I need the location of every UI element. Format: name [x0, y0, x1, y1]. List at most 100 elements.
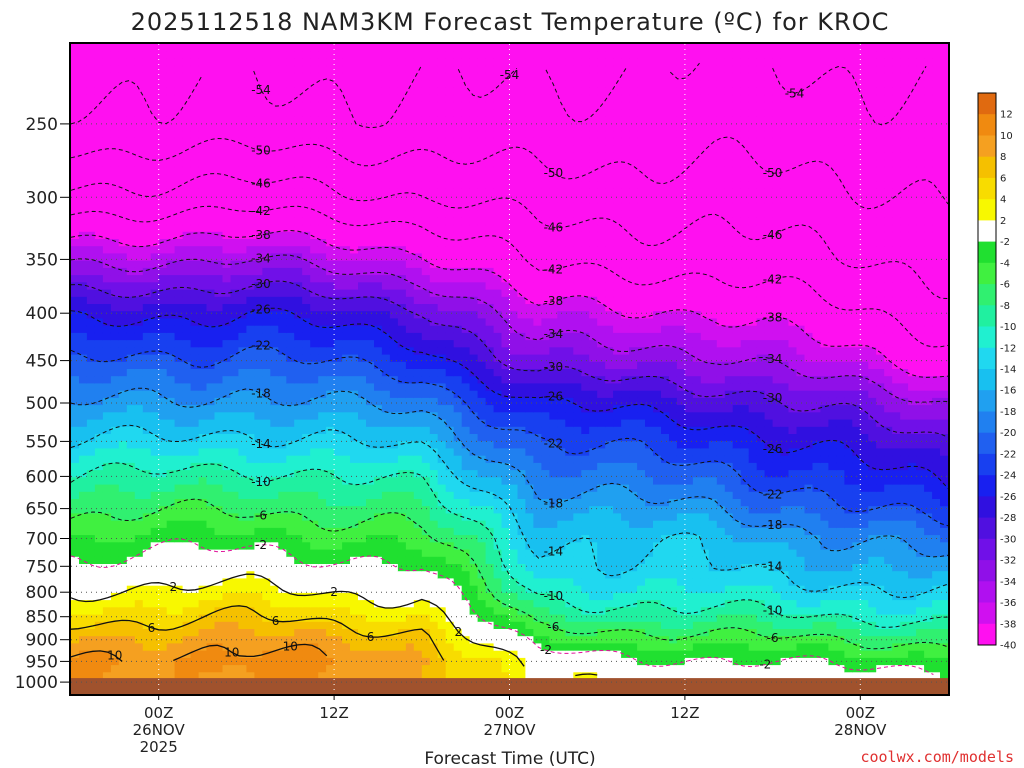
- temp-cell: [334, 202, 343, 211]
- temp-cell: [389, 116, 399, 124]
- temp-cell: [294, 520, 303, 529]
- temp-cell: [421, 491, 431, 500]
- temp-cell: [142, 549, 152, 558]
- temp-cell: [437, 361, 447, 370]
- temp-cell: [246, 578, 255, 587]
- temp-cell: [485, 87, 495, 96]
- temp-cell: [413, 159, 423, 168]
- temp-cell: [198, 506, 208, 514]
- temp-cell: [326, 397, 335, 406]
- temp-cell: [381, 332, 391, 341]
- temp-cell: [302, 571, 311, 579]
- temp-cell: [150, 556, 160, 565]
- temp-cell: [389, 455, 399, 464]
- temp-cell: [334, 282, 343, 291]
- temp-cell: [429, 72, 439, 81]
- temp-cell: [437, 188, 447, 197]
- temp-cell: [358, 672, 367, 681]
- temp-cell: [334, 643, 343, 652]
- temp-cell: [246, 419, 255, 428]
- temp-cell: [381, 578, 391, 587]
- temp-cell: [381, 116, 391, 124]
- temp-cell: [366, 224, 375, 233]
- temp-cell: [381, 94, 391, 103]
- temp-cell: [405, 275, 415, 283]
- temp-cell: [389, 123, 399, 132]
- temp-cell: [437, 347, 447, 356]
- temp-cell: [493, 44, 503, 52]
- temp-cell: [94, 181, 104, 189]
- temp-cell: [485, 296, 495, 305]
- temp-cell: [158, 585, 168, 594]
- temp-cell: [334, 181, 343, 189]
- temp-cell: [182, 571, 192, 579]
- temp-cell: [342, 484, 351, 493]
- temp-cell: [254, 224, 263, 233]
- temp-cell: [182, 123, 192, 132]
- temp-cell: [206, 188, 216, 197]
- temp-cell: [358, 477, 367, 486]
- temp-cell: [326, 650, 335, 659]
- temp-cell: [493, 426, 503, 435]
- temp-cell: [166, 80, 176, 88]
- temp-cell: [198, 650, 208, 659]
- temp-cell: [198, 354, 208, 363]
- temp-cell: [334, 109, 343, 117]
- temp-cell: [182, 44, 192, 52]
- temp-cell: [477, 397, 487, 406]
- temp-cell: [469, 289, 479, 298]
- temp-cell: [102, 159, 112, 168]
- temp-cell: [326, 116, 335, 124]
- temp-cell: [429, 289, 439, 298]
- temp-cell: [254, 499, 263, 507]
- temp-cell: [405, 210, 415, 218]
- temp-cell: [461, 650, 471, 659]
- temp-cell: [445, 289, 455, 298]
- temp-cell: [198, 426, 208, 435]
- temp-cell: [461, 419, 471, 428]
- temp-cell: [118, 506, 128, 514]
- temp-cell: [222, 448, 232, 457]
- temp-cell: [254, 296, 263, 305]
- temp-cell: [246, 607, 255, 616]
- temp-cell: [246, 80, 255, 88]
- temp-cell: [198, 101, 208, 110]
- temp-cell: [286, 130, 295, 139]
- temp-cell: [214, 556, 224, 565]
- temp-cell: [405, 44, 415, 52]
- temp-cell: [421, 166, 431, 175]
- temp-cell: [437, 130, 447, 139]
- temp-cell: [493, 231, 503, 240]
- temp-cell: [262, 217, 271, 226]
- temp-cell: [509, 130, 519, 139]
- temp-cell: [286, 296, 295, 305]
- temp-cell: [79, 51, 88, 59]
- temp-cell: [437, 499, 447, 507]
- temp-cell: [134, 527, 144, 536]
- temp-cell: [118, 614, 128, 623]
- temp-cell: [198, 477, 208, 486]
- temp-cell: [254, 340, 263, 348]
- temp-cell: [230, 419, 240, 428]
- temp-cell: [350, 405, 359, 413]
- temp-cell: [79, 650, 88, 659]
- temp-cell: [397, 578, 407, 587]
- temp-cell: [477, 542, 487, 551]
- temp-cell: [230, 224, 240, 233]
- temp-cell: [230, 195, 240, 204]
- temp-cell: [310, 101, 319, 110]
- temp-cell: [437, 174, 447, 182]
- temp-cell: [174, 87, 184, 96]
- temp-cell: [79, 556, 88, 565]
- temp-cell: [286, 455, 295, 464]
- temp-cell: [453, 549, 463, 558]
- temp-cell: [469, 426, 479, 435]
- temp-cell: [381, 181, 391, 189]
- temp-cell: [166, 455, 176, 464]
- temp-cell: [166, 434, 176, 442]
- temp-cell: [421, 311, 431, 319]
- temp-cell: [94, 253, 104, 262]
- temp-cell: [477, 340, 487, 348]
- temp-cell: [142, 665, 152, 673]
- temp-cell: [469, 571, 479, 579]
